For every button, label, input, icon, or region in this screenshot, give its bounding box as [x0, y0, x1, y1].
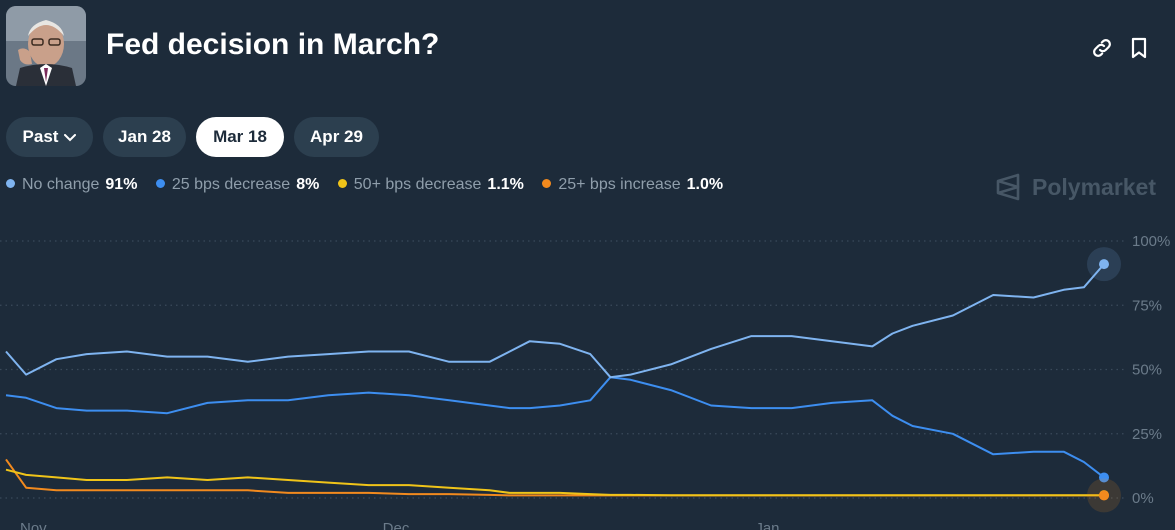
tab-label: Apr 29 — [310, 127, 363, 146]
tab-past-dropdown[interactable]: Past — [6, 117, 93, 157]
probability-chart[interactable]: 100% 75% 50% 25% 0% Nov Dec Jan — [0, 220, 1175, 530]
polymarket-logo-icon — [996, 173, 1020, 201]
legend-value: 8% — [296, 176, 320, 193]
series-endpoint — [1099, 490, 1109, 501]
y-tick-label: 75% — [1132, 297, 1162, 314]
legend-dot — [6, 179, 15, 188]
legend-value: 1.1% — [487, 176, 524, 193]
y-tick-label: 25% — [1132, 426, 1162, 443]
series-endpoint — [1099, 472, 1109, 483]
y-tick-label: 50% — [1132, 362, 1162, 379]
x-tick-label: Dec — [383, 520, 410, 530]
legend-name: 25+ bps increase — [558, 176, 681, 193]
legend-name: 25 bps decrease — [171, 176, 291, 193]
legend-item-25bps-decrease[interactable]: 25 bps decrease 8% — [155, 176, 320, 194]
y-tick-label: 100% — [1132, 233, 1170, 250]
legend-value: 91% — [105, 176, 138, 193]
portrait-image — [6, 6, 86, 86]
tab-jan-28[interactable]: Jan 28 — [103, 117, 186, 157]
tab-label: Past — [22, 127, 59, 146]
legend-item-50bps-decrease[interactable]: 50+ bps decrease 1.1% — [337, 176, 524, 194]
x-tick-label: Jan — [755, 520, 779, 530]
tab-apr-29[interactable]: Apr 29 — [294, 117, 379, 157]
legend-name: 50+ bps decrease — [353, 176, 482, 193]
market-title: Fed decision in March? — [106, 28, 440, 61]
legend-item-25bps-increase[interactable]: 25+ bps increase 1.0% — [542, 176, 723, 194]
series-line — [5, 263, 1105, 379]
legend-item-no-change[interactable]: No change 91% — [6, 176, 137, 194]
bookmark-icon[interactable] — [1127, 36, 1151, 60]
series-endpoint — [1099, 259, 1109, 270]
tab-label: Mar 18 — [213, 127, 267, 146]
brand-name: Polymarket — [1032, 174, 1157, 200]
legend-name: No change — [22, 176, 100, 193]
tab-mar-18[interactable]: Mar 18 — [196, 117, 284, 157]
tab-label: Jan 28 — [118, 127, 171, 146]
series-line — [5, 468, 1104, 497]
y-tick-label: 0% — [1132, 490, 1154, 507]
series-line — [5, 376, 1105, 479]
legend-dot — [542, 179, 552, 188]
market-avatar — [6, 6, 86, 86]
legend-dot — [337, 179, 347, 188]
link-icon[interactable] — [1090, 36, 1114, 60]
chevron-down-icon — [64, 133, 77, 141]
legend-dot — [155, 179, 165, 188]
legend-value: 1.0% — [686, 176, 724, 193]
x-tick-label: Nov — [20, 520, 47, 530]
market-header: Fed decision in March? — [6, 6, 1169, 88]
chart-legend: No change 91% 25 bps decrease 8% 50+ bps d… — [6, 176, 737, 198]
